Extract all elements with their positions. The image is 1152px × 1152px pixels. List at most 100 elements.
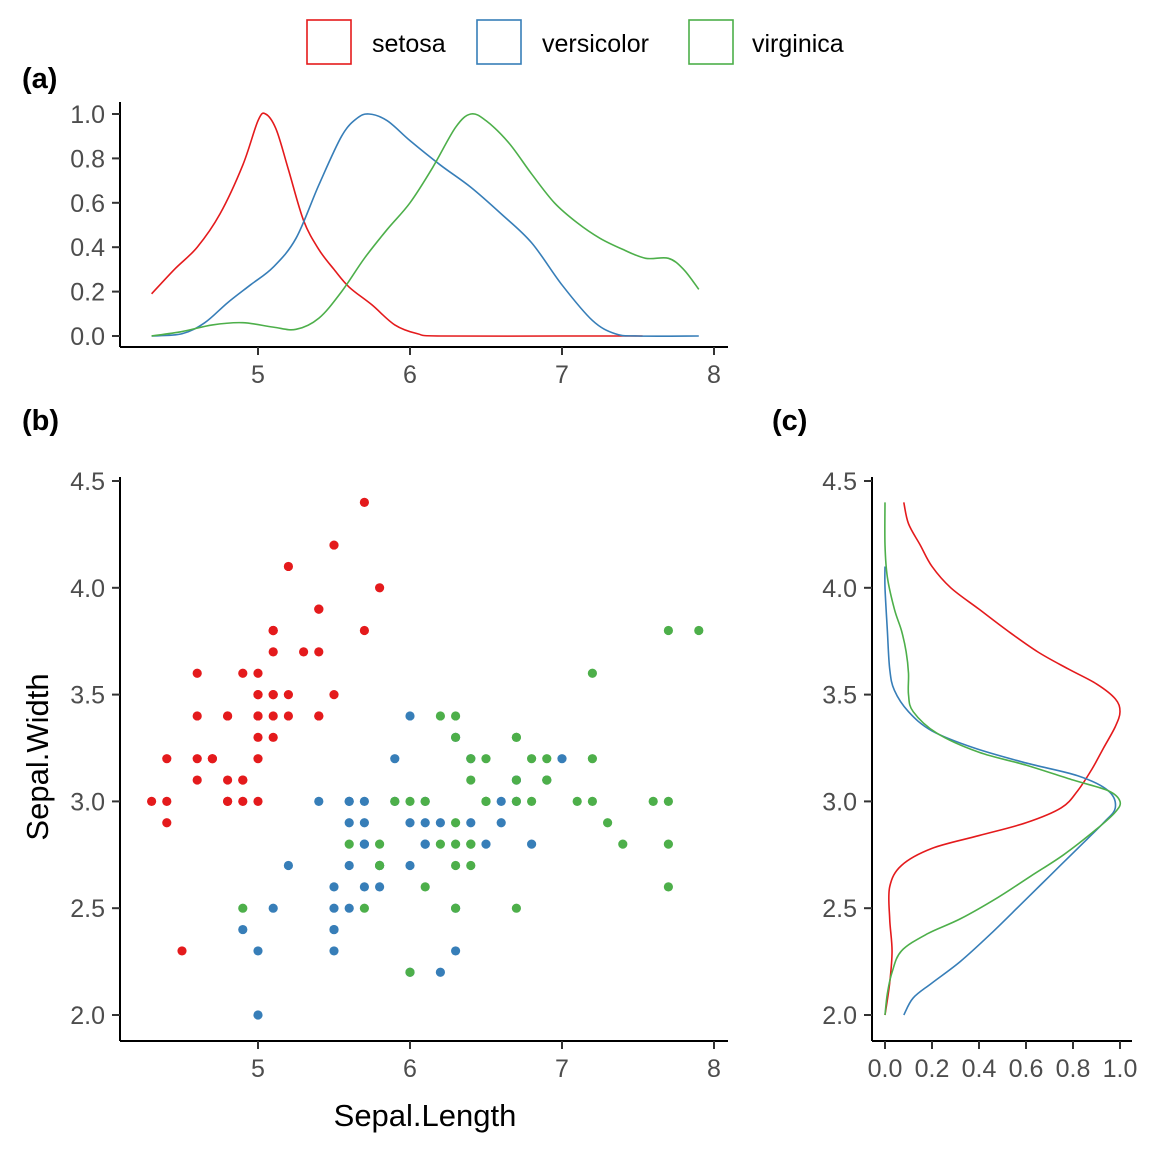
- scatter-point-versicolor: [527, 839, 537, 849]
- scatter-point-setosa: [283, 711, 293, 721]
- scatter-point-setosa: [314, 604, 324, 614]
- scatter-point-setosa: [268, 625, 278, 636]
- density-c-x-tick-label: 0.4: [962, 1055, 997, 1083]
- scatter-point-versicolor: [253, 946, 263, 956]
- scatter-point-virginica: [451, 818, 461, 828]
- density-a-x-tick-label: 7: [555, 361, 569, 389]
- scatter-point-virginica: [405, 796, 415, 807]
- scatter-point-setosa: [207, 754, 217, 764]
- density-c-x-tick-label: 0.6: [1009, 1055, 1044, 1083]
- scatter-point-setosa: [299, 647, 309, 657]
- legend-label-setosa: setosa: [372, 30, 446, 58]
- scatter-y-tick-label: 4.0: [70, 575, 105, 603]
- scatter-point-setosa: [162, 796, 172, 807]
- density-c-y-tick-label: 3.5: [822, 682, 857, 710]
- panel-tag-c: (c): [772, 405, 807, 437]
- density-a-x-tick-label: 8: [707, 361, 721, 389]
- legend-key-virginica: [688, 19, 734, 65]
- scatter-point-versicolor: [435, 967, 445, 977]
- scatter-point-setosa: [253, 668, 263, 678]
- scatter-point-virginica: [572, 796, 582, 807]
- scatter-point-virginica: [648, 796, 658, 807]
- scatter-point-versicolor: [420, 818, 430, 828]
- density-a-curve-virginica: [151, 112, 700, 337]
- scatter-x-tick-label: 8: [707, 1055, 721, 1083]
- scatter-point-setosa: [162, 818, 172, 828]
- density-c-y-tick-label: 2.5: [822, 895, 857, 923]
- legend-key-versicolor: [476, 19, 522, 65]
- scatter-point-setosa: [329, 690, 339, 700]
- scatter-point-virginica: [451, 860, 461, 871]
- scatter-series-setosa: [147, 497, 385, 956]
- scatter-point-virginica: [405, 967, 415, 977]
- legend-entry-virginica: virginica: [688, 19, 844, 65]
- scatter-point-virginica: [663, 796, 674, 807]
- scatter-point-setosa: [329, 540, 339, 550]
- scatter-point-virginica: [587, 796, 598, 807]
- scatter-point-setosa: [268, 690, 278, 700]
- scatter-series-versicolor: [238, 711, 567, 1020]
- scatter-point-virginica: [587, 668, 598, 678]
- scatter-point-versicolor: [496, 796, 506, 807]
- scatter-point-setosa: [192, 754, 202, 764]
- density-a-y-tick-label: 1.0: [70, 101, 105, 129]
- density-a-x-tick-label: 5: [251, 361, 265, 389]
- scatter-point-virginica: [375, 839, 385, 849]
- scatter-point-virginica: [663, 839, 674, 849]
- density-c-y-tick-label: 4.5: [822, 468, 857, 496]
- scatter-point-setosa: [359, 497, 369, 507]
- scatter-point-virginica: [451, 711, 461, 721]
- density-c-x-tick-label: 0.2: [915, 1055, 950, 1083]
- density-a-y-tick-label: 0.6: [70, 190, 105, 218]
- legend: setosa versicolor virginica: [306, 19, 844, 65]
- scatter-point-virginica: [359, 903, 369, 913]
- scatter-point-setosa: [238, 796, 248, 807]
- scatter-point-virginica: [390, 796, 400, 807]
- density-c-curve-setosa: [884, 502, 1121, 1016]
- scatter-point-setosa: [238, 775, 248, 785]
- scatter-point-versicolor: [405, 818, 415, 828]
- density-a-y-tick-label: 0.2: [70, 279, 105, 307]
- scatter-point-setosa: [223, 711, 233, 721]
- scatter-point-virginica: [466, 860, 476, 871]
- scatter-x-axis-title: Sepal.Length: [334, 1098, 517, 1133]
- scatter-point-versicolor: [314, 796, 324, 807]
- scatter-y-tick-label: 4.5: [70, 468, 105, 496]
- scatter-point-setosa: [268, 711, 278, 721]
- scatter-point-setosa: [223, 775, 233, 785]
- scatter-point-setosa: [223, 796, 233, 807]
- scatter-point-setosa: [359, 625, 369, 636]
- scatter-point-setosa: [268, 647, 278, 657]
- scatter-point-versicolor: [496, 818, 506, 828]
- scatter-point-setosa: [192, 711, 202, 721]
- scatter-x-tick-label: 5: [251, 1055, 265, 1083]
- scatter-y-tick-label: 2.5: [70, 895, 105, 923]
- scatter-y-tick-label: 3.0: [70, 788, 105, 816]
- density-c-y-tick-label: 4.0: [822, 575, 857, 603]
- scatter-point-versicolor: [344, 860, 354, 871]
- scatter-point-virginica: [344, 839, 354, 849]
- scatter-point-versicolor: [557, 754, 567, 764]
- scatter-point-versicolor: [420, 839, 430, 849]
- scatter-point-setosa: [314, 647, 324, 657]
- density-c-curve-versicolor: [884, 566, 1117, 1016]
- density-a-x-tick-label: 6: [403, 361, 417, 389]
- scatter-point-versicolor: [435, 818, 445, 828]
- scatter-point-versicolor: [268, 903, 278, 913]
- scatter-point-setosa: [283, 690, 293, 700]
- scatter-point-setosa: [253, 690, 263, 700]
- scatter-point-setosa: [253, 796, 263, 807]
- scatter-point-virginica: [420, 796, 430, 807]
- density-a-y-tick-label: 0.4: [70, 234, 105, 262]
- scatter-point-virginica: [527, 754, 537, 764]
- scatter-point-setosa: [314, 711, 324, 721]
- scatter-point-setosa: [268, 732, 278, 742]
- scatter-point-virginica: [481, 796, 491, 807]
- scatter-point-virginica: [663, 625, 674, 636]
- density-a-curve-versicolor: [151, 113, 699, 337]
- scatter-point-versicolor: [329, 946, 339, 956]
- scatter-point-versicolor: [253, 1010, 263, 1020]
- density-panel-sepal-width: 0.0 0.2 0.4 0.6 0.8 1.0 2.0 2.5 3.0 3.5 4.0 4.5: [822, 468, 1137, 1083]
- scatter-point-setosa: [283, 561, 293, 572]
- density-c-x-tick-label: 1.0: [1103, 1055, 1138, 1083]
